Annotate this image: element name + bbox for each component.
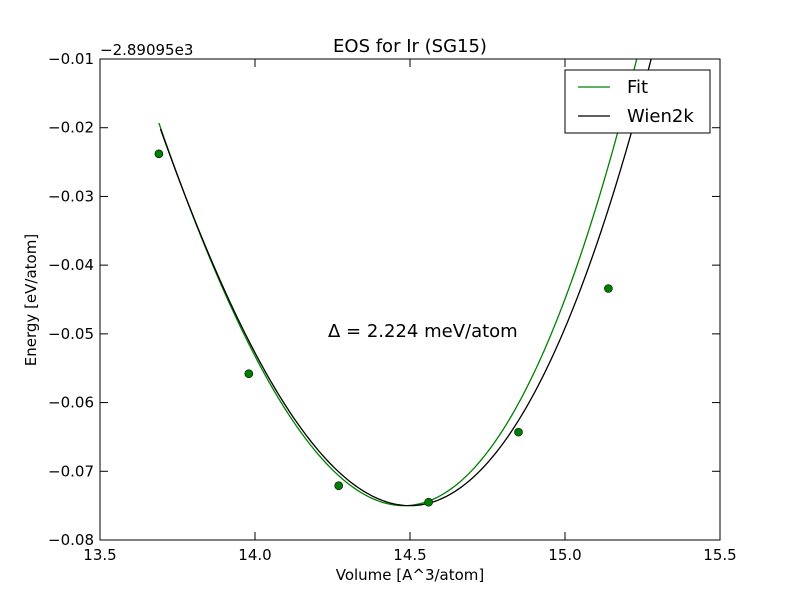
- x-tick-label: 14.0: [238, 546, 271, 564]
- x-axis-label: Volume [A^3/atom]: [336, 566, 485, 584]
- data-point: [154, 149, 164, 159]
- chart-title: EOS for Ir (SG15): [333, 36, 487, 57]
- series-line-wien2k: [159, 59, 652, 507]
- x-axis-ticks: 13.5 14.0 14.5 15.0 15.5: [83, 59, 737, 564]
- y-offset-label: −2.89095e3: [100, 41, 193, 59]
- data-points: [154, 149, 613, 507]
- y-tick-label: −0.06: [48, 394, 94, 412]
- data-point: [604, 284, 613, 293]
- x-tick-label: 15.0: [548, 546, 581, 564]
- x-tick-label: 14.5: [393, 546, 426, 564]
- y-tick-label: −0.05: [48, 325, 94, 343]
- y-tick-label: −0.04: [48, 256, 94, 274]
- legend: Fit Wien2k: [564, 69, 711, 134]
- y-tick-label: −0.07: [48, 462, 94, 480]
- x-tick-label: 13.5: [83, 546, 116, 564]
- legend-label-fit: Fit: [627, 77, 648, 98]
- data-point: [424, 497, 433, 507]
- legend-label-wien2k: Wien2k: [627, 106, 694, 127]
- data-point: [514, 427, 523, 437]
- x-tick-label: 15.5: [703, 546, 736, 564]
- y-tick-label: −0.02: [48, 119, 94, 137]
- legend-box: [564, 69, 711, 134]
- delta-annotation: Δ = 2.224 meV/atom: [328, 321, 518, 342]
- y-axis-label: Energy [eV/atom]: [22, 234, 40, 366]
- y-axis-ticks: −0.08 −0.07 −0.06 −0.05 −0.04 −0.03 −0.02 −0.01: [48, 50, 720, 549]
- y-tick-label: −0.03: [48, 187, 94, 205]
- data-point: [334, 481, 344, 491]
- data-point: [244, 369, 254, 379]
- y-tick-label: −0.08: [48, 531, 94, 549]
- y-tick-label: −0.01: [48, 50, 94, 68]
